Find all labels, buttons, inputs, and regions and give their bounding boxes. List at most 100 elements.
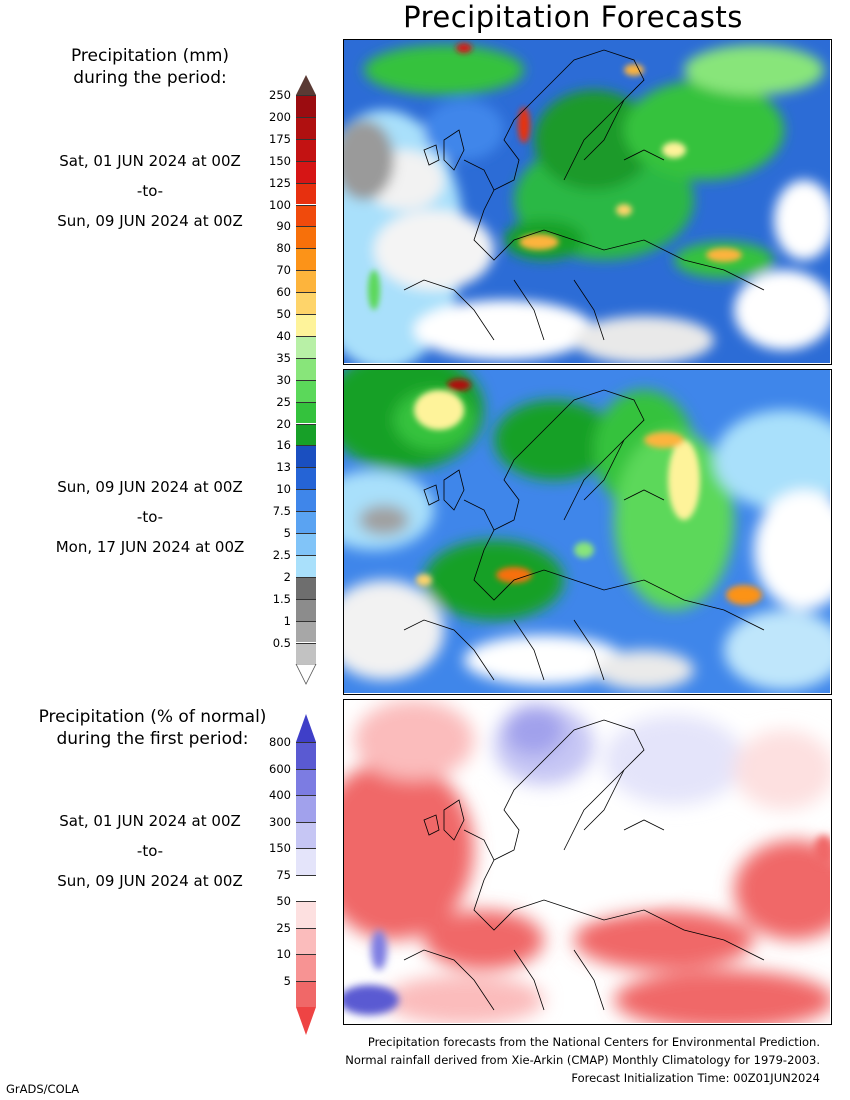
mm-colorbar-cell (296, 511, 316, 533)
mm-colorbar-tick-label: 7.5 (272, 504, 291, 519)
mm-colorbar-cell (296, 620, 316, 643)
mm-colorbar-tick-label: 250 (269, 88, 291, 102)
mm-legend-heading: Precipitation (mm) during the period: (30, 45, 270, 89)
mm-colorbar-tick-label: 90 (276, 219, 291, 234)
mm-colorbar-cell (296, 533, 316, 555)
mm-colorbar-cell (296, 204, 316, 227)
page-title: Precipitation Forecasts (403, 0, 743, 34)
credits-line2: Normal rainfall derived from Xie-Arkin (… (345, 1053, 820, 1067)
mm-colorbar-tick-label: 40 (276, 328, 291, 343)
mm-colorbar-tick-label: 25 (276, 394, 291, 409)
pct-colorbar-cell (296, 901, 316, 928)
mm-colorbar-cell (296, 116, 316, 139)
mm-colorbar-tick-label: 50 (276, 307, 291, 321)
pct-colorbar-tick-label: 400 (269, 788, 291, 802)
mm-colorbar-tick-label: 0.5 (272, 635, 291, 650)
pct-colorbar-tick-label: 600 (269, 761, 291, 776)
pct-colorbar-cell (296, 742, 316, 769)
pct-colorbar-tick-label: 800 (269, 735, 291, 749)
mm-colorbar-cell (296, 467, 316, 490)
mm-colorbar-tick-label: 20 (276, 416, 291, 431)
period-1-start: Sat, 01 JUN 2024 at 00Z (59, 152, 241, 170)
mm-colorbar-cell (296, 554, 316, 577)
mm-colorbar-tick-label: 70 (276, 263, 291, 278)
mm-colorbar-cell (296, 423, 316, 446)
period-2-end: Mon, 17 JUN 2024 at 00Z (55, 538, 245, 556)
pct-legend-heading-line2: during the first period: (56, 729, 249, 749)
mm-colorbar-tick-label: 35 (276, 350, 291, 365)
mm-colorbar-cell (296, 95, 316, 117)
mm-colorbar-cell (296, 598, 316, 621)
pct-legend-heading-line1: Precipitation (% of normal) (38, 707, 267, 727)
mm-colorbar-cell (296, 642, 316, 665)
mm-colorbar-tick-label: 1.5 (272, 591, 291, 606)
pct-colorbar-cell (296, 848, 316, 875)
pct-colorbar-tick-label: 10 (276, 947, 291, 961)
pct-colorbar-cell (296, 821, 316, 848)
footer-credit: GrADS/COLA (6, 1082, 80, 1096)
mm-colorbar-tick-label: 2 (283, 569, 291, 584)
mm-colorbar-tick-label: 175 (269, 131, 291, 146)
mm-colorbar-tick-label: 100 (269, 197, 291, 212)
mm-colorbar-cell (296, 270, 316, 293)
mm-colorbar-cell (296, 138, 316, 161)
mm-colorbar-tick-label: 30 (276, 372, 291, 387)
pct-colorbar-cell (296, 768, 316, 795)
period-2-start: Sun, 09 JUN 2024 at 00Z (57, 478, 243, 496)
mm-colorbar-bottom-arrow-outline (295, 664, 317, 686)
map-period-1-precip (343, 39, 832, 365)
mm-colorbar-cell (296, 226, 316, 249)
mm-colorbar-cell (296, 576, 316, 599)
period-1-end: Sun, 09 JUN 2024 at 00Z (57, 212, 243, 230)
pct-colorbar-cell (296, 795, 316, 822)
mm-colorbar-tick-label: 5 (283, 526, 291, 540)
mm-colorbar-tick-label: 80 (276, 241, 291, 256)
period-2-sep: -to- (136, 508, 164, 526)
mm-colorbar-tick-label: 13 (276, 460, 291, 475)
credits: Precipitation forecasts from the Nationa… (345, 1033, 820, 1087)
period-2-label: Sun, 09 JUN 2024 at 00Z -to- Mon, 17 JUN… (0, 478, 300, 556)
pct-colorbar-tick-label: 300 (269, 814, 291, 829)
pct-colorbar-tick-label: 5 (283, 973, 291, 988)
mm-colorbar-tick-label: 2.5 (272, 547, 291, 562)
pct-colorbar-cell (296, 927, 316, 954)
mm-colorbar-cell (296, 248, 316, 271)
mm-colorbar-tick-label: 125 (269, 175, 291, 190)
mm-colorbar-cell (296, 160, 316, 183)
mm-colorbar-tick-label: 200 (269, 109, 291, 124)
pct-colorbar-cell (296, 954, 316, 981)
mm-legend-heading-line1: Precipitation (mm) (70, 46, 230, 66)
mm-colorbar-cell (296, 314, 316, 336)
mm-colorbar-cell (296, 292, 316, 314)
pct-colorbar-tick-label: 50 (276, 894, 291, 908)
mm-colorbar-tick-label: 150 (269, 153, 291, 168)
period-3-start: Sat, 01 JUN 2024 at 00Z (59, 812, 241, 830)
mm-colorbar-cell (296, 182, 316, 205)
period-3-label: Sat, 01 JUN 2024 at 00Z -to- Sun, 09 JUN… (0, 812, 300, 890)
pct-legend-heading: Precipitation (% of normal) during the f… (10, 706, 295, 750)
mm-colorbar-cell (296, 489, 316, 512)
pct-colorbar-tick-label: 25 (276, 920, 291, 935)
mm-colorbar-cell (296, 335, 316, 358)
mm-colorbar-tick-label: 1 (283, 613, 291, 628)
pct-colorbar-bottom-arrow (296, 1007, 316, 1035)
period-1-sep: -to- (136, 182, 164, 200)
period-1-label: Sat, 01 JUN 2024 at 00Z -to- Sun, 09 JUN… (0, 152, 300, 230)
mm-colorbar-tick-label: 16 (276, 438, 291, 453)
mm-colorbar-cell (296, 401, 316, 424)
pct-colorbar-tick-label: 150 (269, 841, 291, 855)
credits-line3: Forecast Initialization Time: 00Z01JUN20… (571, 1071, 820, 1085)
map-period-2-precip (343, 369, 832, 695)
mm-legend-heading-line2: during the period: (73, 68, 227, 88)
mm-colorbar-cell (296, 379, 316, 402)
pct-colorbar-top-arrow (296, 714, 316, 742)
mm-colorbar-cell (296, 445, 316, 468)
pct-colorbar-tick-label: 75 (276, 867, 291, 882)
pct-colorbar-cell (296, 980, 316, 1007)
period-3-sep: -to- (136, 842, 164, 860)
mm-colorbar-top-arrow (296, 75, 316, 95)
period-3-end: Sun, 09 JUN 2024 at 00Z (57, 872, 243, 890)
mm-colorbar-tick-label: 60 (276, 285, 291, 300)
pct-colorbar-cell (296, 874, 316, 901)
mm-colorbar-cell (296, 357, 316, 380)
